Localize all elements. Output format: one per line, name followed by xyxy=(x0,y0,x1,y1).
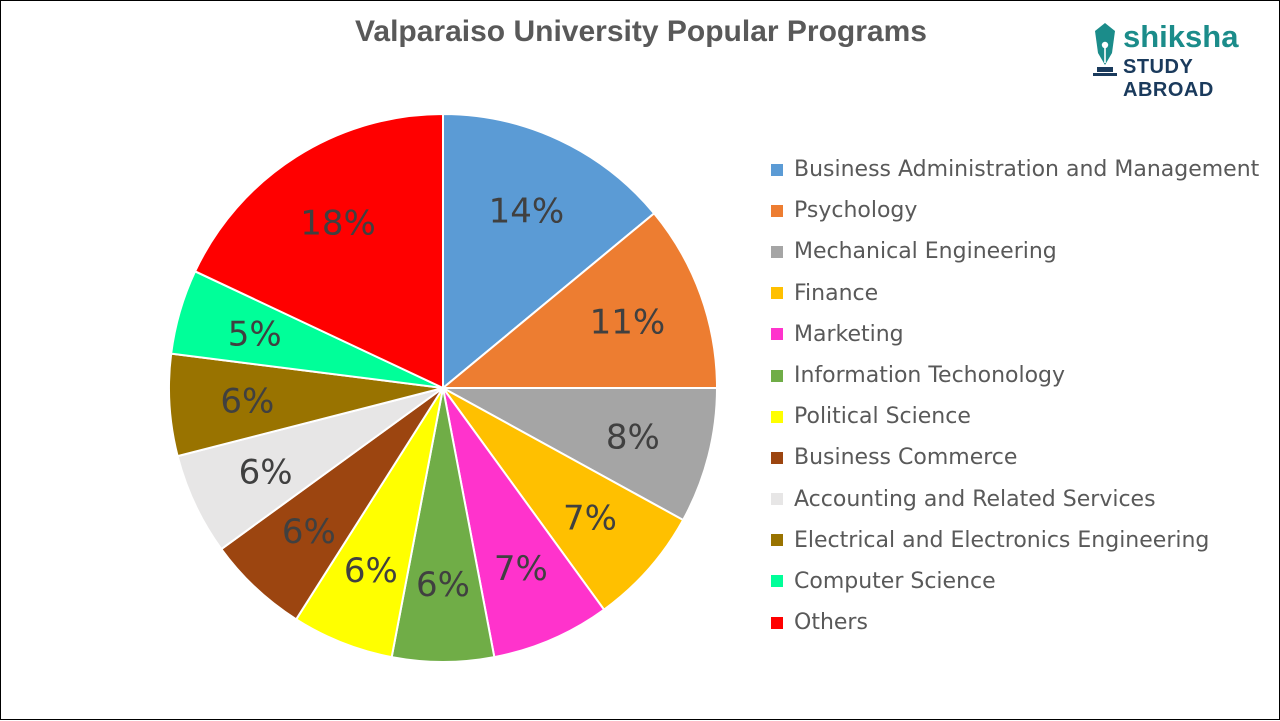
legend-swatch xyxy=(771,410,783,423)
legend-item: Political Science xyxy=(771,396,1259,437)
slice-label: 18% xyxy=(300,204,376,244)
pie-slice xyxy=(440,211,719,389)
legend-label: Information Techonology xyxy=(794,363,1066,389)
legend-label: Business Commerce xyxy=(794,445,1018,471)
legend-swatch xyxy=(771,493,783,506)
pie-slice xyxy=(442,387,685,612)
legend-swatch xyxy=(771,451,783,464)
legend-label: Psychology xyxy=(794,198,918,224)
legend-swatch xyxy=(771,534,783,547)
brand-tagline: STUDY ABROAD xyxy=(1123,56,1214,101)
brand-name: shiksha xyxy=(1123,19,1239,54)
slice-label: 11% xyxy=(590,303,666,343)
legend-swatch xyxy=(771,369,783,382)
legend-label: Finance xyxy=(794,280,879,306)
slice-label: 7% xyxy=(494,549,548,589)
legend-label: Business Administration and Management xyxy=(794,157,1260,183)
pie-slice xyxy=(442,387,606,659)
pen-nib-icon xyxy=(1093,23,1117,76)
slice-label: 6% xyxy=(344,551,398,591)
legend-item: Business Administration and Management xyxy=(771,149,1259,190)
legend-swatch xyxy=(771,163,783,176)
legend-swatch xyxy=(771,328,783,341)
slice-label: 6% xyxy=(416,565,470,605)
slice-label: 6% xyxy=(282,512,336,552)
legend-label: Electrical and Electronics Engineering xyxy=(794,527,1210,553)
legend-item: Business Commerce xyxy=(771,437,1259,478)
legend-label: Accounting and Related Services xyxy=(794,486,1156,512)
pie-slice xyxy=(193,112,444,390)
legend-swatch xyxy=(771,287,783,300)
legend-item: Marketing xyxy=(771,314,1259,355)
slice-label: 7% xyxy=(563,499,617,539)
legend-swatch xyxy=(771,245,783,258)
legend-item: Psychology xyxy=(771,190,1259,231)
legend-item: Others xyxy=(771,602,1259,643)
legend-label: Marketing xyxy=(794,321,904,347)
pie-slice xyxy=(442,387,719,522)
legend-item: Electrical and Electronics Engineering xyxy=(771,520,1259,561)
pie-slice xyxy=(442,112,656,391)
legend-item: Finance xyxy=(771,273,1259,314)
legend-item: Mechanical Engineering xyxy=(771,231,1259,272)
slice-label: 14% xyxy=(489,192,565,232)
slice-label: 8% xyxy=(606,418,660,458)
legend-item: Computer Science xyxy=(771,561,1259,602)
chart-legend: Business Administration and Management Ps… xyxy=(771,149,1259,643)
legend-label: Mechanical Engineering xyxy=(794,239,1057,265)
brand-logo: shiksha STUDY ABROAD xyxy=(1089,19,1271,101)
legend-item: Information Techonology xyxy=(771,355,1259,396)
slice-label: 6% xyxy=(239,452,293,492)
legend-label: Others xyxy=(794,610,868,636)
legend-swatch xyxy=(771,204,783,217)
legend-swatch xyxy=(771,575,783,588)
legend-item: Accounting and Related Services xyxy=(771,479,1259,520)
slice-label: 6% xyxy=(220,381,274,421)
legend-swatch xyxy=(771,616,783,629)
chart-title: Valparaiso University Popular Programs xyxy=(355,15,927,48)
legend-label: Political Science xyxy=(794,404,971,430)
legend-label: Computer Science xyxy=(794,568,996,594)
slice-label: 5% xyxy=(228,314,282,354)
